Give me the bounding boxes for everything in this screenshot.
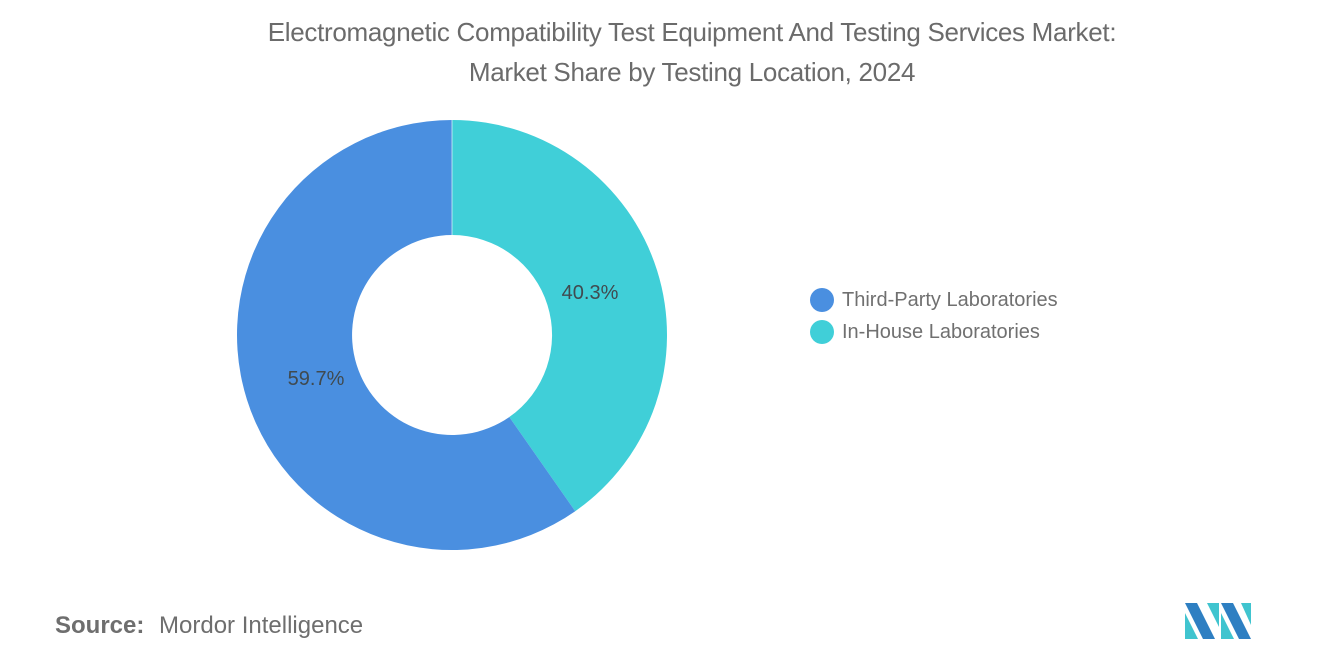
legend-swatch-in-house-icon (810, 320, 834, 344)
slice-label-third-party: 59.7% (288, 368, 345, 390)
legend-swatch-third-party-icon (810, 288, 834, 312)
donut-slice-third-party[interactable] (236, 120, 576, 550)
chart-title-line1: Electromagnetic Compatibility Test Equip… (267, 17, 1117, 47)
source-key: Source: (55, 612, 145, 639)
chart-title: Electromagnetic Compatibility Test Equip… (0, 12, 1320, 92)
source-value: Mordor Intelligence (159, 612, 364, 639)
chart-title-line2: Market Share by Testing Location, 2024 (468, 57, 916, 87)
donut-slice-in-house[interactable] (452, 120, 667, 512)
legend-item-in-house[interactable]: In-House Laboratories (810, 316, 1058, 348)
slice-label-in-house: 40.3% (562, 282, 619, 304)
source-note: Source: Mordor Intelligence (55, 612, 363, 640)
legend-label: In-House Laboratories (842, 320, 1040, 343)
legend-label: Third-Party Laboratories (842, 288, 1058, 311)
legend-item-third-party[interactable]: Third-Party Laboratories (810, 284, 1058, 316)
legend: Third-Party Laboratories In-House Labora… (810, 284, 1058, 348)
mordor-intelligence-logo-icon (1185, 603, 1251, 639)
